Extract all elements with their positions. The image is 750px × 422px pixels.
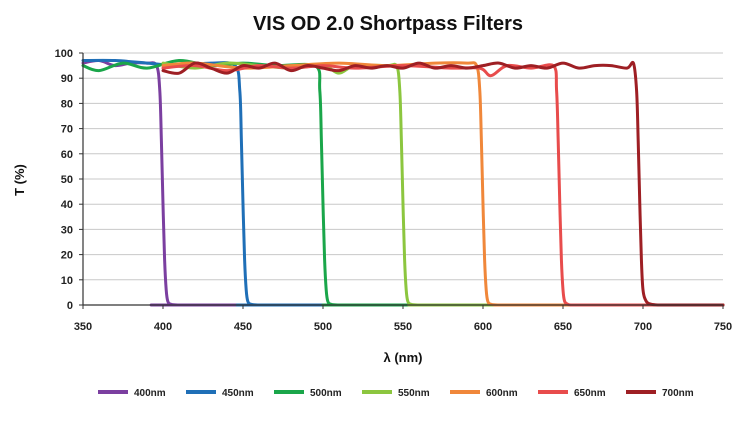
- x-axis-label: λ (nm): [384, 350, 423, 365]
- y-tick-label-60: 60: [61, 149, 73, 161]
- legend: 400nm 450nm 500nm 550nm 600nm 650nm 700nm: [98, 388, 694, 399]
- x-tick-labels: 350 400 450 500 550 600 650 700 750: [74, 321, 732, 333]
- x-tick-label-650: 650: [554, 321, 572, 333]
- legend-label-500nm: 500nm: [310, 388, 342, 399]
- y-tick-label-40: 40: [61, 199, 73, 211]
- legend-label-700nm: 700nm: [662, 388, 694, 399]
- x-tick-label-400: 400: [154, 321, 172, 333]
- x-tick-label-450: 450: [234, 321, 252, 333]
- x-tick-label-750: 750: [714, 321, 732, 333]
- legend-label-550nm: 550nm: [398, 388, 430, 399]
- y-tick-label-30: 30: [61, 224, 73, 236]
- legend-label-400nm: 400nm: [134, 388, 166, 399]
- series-layer: [81, 58, 725, 307]
- y-tick-labels: 0 10 20 30 40 50 60 70 80 90 100: [55, 48, 73, 312]
- x-tick-label-600: 600: [474, 321, 492, 333]
- y-tick-label-100: 100: [55, 48, 73, 60]
- y-tick-label-70: 70: [61, 124, 73, 136]
- y-tick-label-90: 90: [61, 73, 73, 85]
- y-tick-label-80: 80: [61, 98, 73, 110]
- y-axis-label: T (%): [12, 164, 27, 196]
- legend-label-600nm: 600nm: [486, 388, 518, 399]
- legend-label-650nm: 650nm: [574, 388, 606, 399]
- x-tick-label-550: 550: [394, 321, 412, 333]
- legend-label-450nm: 450nm: [222, 388, 254, 399]
- y-tick-label-50: 50: [61, 174, 73, 186]
- axes: [79, 52, 724, 309]
- y-tick-label-20: 20: [61, 250, 73, 262]
- chart-title: VIS OD 2.0 Shortpass Filters: [253, 13, 523, 35]
- series-line-700nm: [161, 60, 725, 307]
- x-tick-label-350: 350: [74, 321, 92, 333]
- x-tick-label-500: 500: [314, 321, 332, 333]
- x-tick-label-700: 700: [634, 321, 652, 333]
- y-tick-label-10: 10: [61, 275, 73, 287]
- y-tick-label-0: 0: [67, 300, 73, 312]
